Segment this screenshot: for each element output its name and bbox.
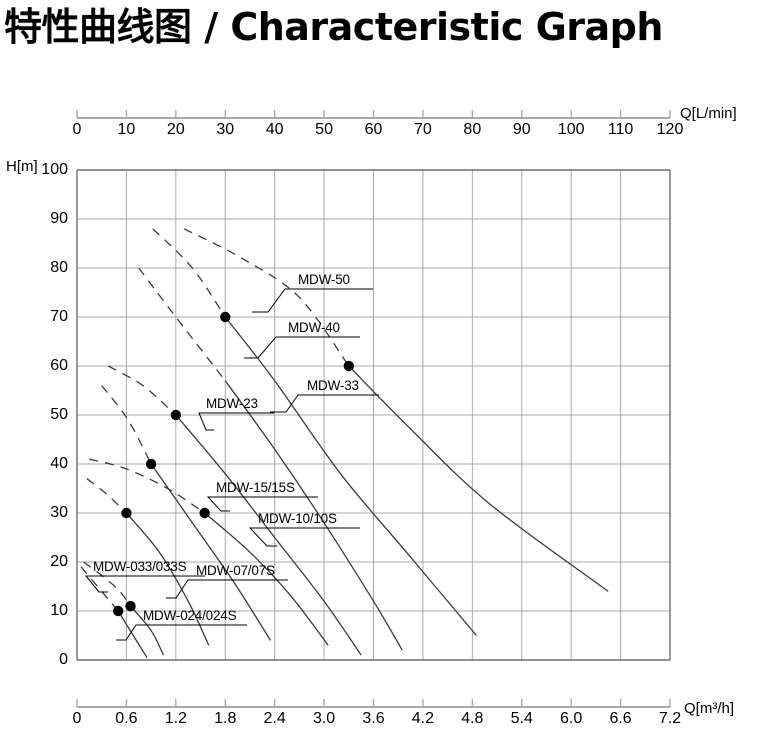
page-title: 特性曲线图 / Characteristic Graph	[4, 5, 663, 49]
top-axis-tick: 110	[607, 121, 634, 138]
y-axis-tick: 70	[50, 308, 68, 325]
duty-point-marker	[121, 507, 132, 519]
bottom-axis-tick: 6.6	[609, 710, 632, 727]
bottom-axis-tick: 3.6	[362, 710, 385, 727]
pump-curve-solid	[224, 316, 477, 636]
top-axis-tick: 100	[557, 121, 585, 138]
bottom-axis-unit-label: Q[m³/h]	[684, 700, 735, 717]
duty-point-marker	[220, 311, 231, 323]
duty-point-marker	[170, 409, 182, 421]
bottom-axis-tick: 7.2	[658, 710, 682, 727]
pump-curve-solid	[348, 365, 609, 592]
leader-line-mdw-10	[248, 527, 277, 547]
y-axis-tick: 50	[50, 406, 68, 423]
y-axis-tick: 60	[50, 357, 68, 374]
curve-label-mdw-024: MDW-024/024S	[143, 608, 237, 623]
pump-curve-dashed	[83, 561, 132, 607]
bottom-axis-tick: 5.4	[510, 710, 533, 727]
top-axis-tick: 0	[72, 121, 82, 138]
pump-curve-solid	[204, 512, 329, 646]
leader-line-mdw-024	[116, 624, 143, 641]
curve-label-mdw-33: MDW-33	[307, 378, 359, 393]
top-axis-tick: 80	[463, 121, 482, 138]
y-axis-tick: 10	[50, 602, 68, 619]
pump-curve-dashed	[138, 267, 226, 382]
bottom-axis-tick: 2.4	[263, 710, 286, 727]
bottom-axis-tick: 0	[72, 710, 82, 727]
pump-curve-dashed	[89, 458, 206, 514]
bottom-axis-tick: 4.8	[461, 710, 484, 727]
y-axis-tick: 100	[41, 161, 68, 178]
curve-lines	[80, 228, 609, 658]
y-axis-unit-label: H[m]	[6, 158, 38, 175]
bottom-scale-bar	[76, 699, 671, 708]
grid-lines	[76, 169, 671, 661]
leader-lines	[84, 288, 379, 641]
duty-point-marker	[199, 507, 210, 519]
pump-curve-solid	[117, 610, 148, 658]
pump-curve-dashed	[101, 385, 152, 465]
y-axis-tick: 0	[59, 651, 68, 668]
bottom-axis-tick: 1.2	[164, 710, 187, 727]
pump-curve-dashed	[86, 478, 127, 514]
top-axis-tick: 60	[364, 121, 383, 138]
bottom-axis-tick: 0.6	[115, 710, 138, 727]
top-axis-tick: 120	[656, 121, 684, 138]
curve-label-mdw-40: MDW-40	[288, 320, 340, 335]
top-axis-tick: 10	[117, 121, 136, 138]
top-axis-unit-label: Q[L/min]	[680, 105, 737, 122]
curve-label-mdw-23: MDW-23	[206, 396, 258, 411]
pump-curve-dashed	[152, 228, 226, 318]
duty-point-marker	[145, 458, 157, 470]
duty-point-marker	[125, 600, 136, 612]
pump-curve-dashed	[107, 365, 177, 416]
y-axis-tick: 80	[50, 259, 68, 276]
top-axis-tick: 50	[315, 121, 333, 138]
curve-label-mdw-07: MDW-07/07S	[196, 563, 275, 578]
top-axis-tick: 30	[216, 121, 235, 138]
curve-label-mdw-10: MDW-10/10S	[258, 511, 337, 526]
leader-line-mdw-33	[270, 394, 307, 413]
pump-curve-solid	[224, 380, 403, 651]
leader-line-mdw-40	[244, 336, 288, 359]
curve-label-mdw-15: MDW-15/15S	[216, 480, 295, 495]
pump-curve-solid	[130, 605, 165, 656]
bottom-axis-tick: 4.2	[411, 710, 435, 727]
y-axis-tick: 40	[50, 455, 68, 472]
bottom-axis-tick: 3.0	[312, 710, 336, 727]
bottom-axis-tick: 1.8	[214, 710, 237, 727]
duty-point-marker	[343, 360, 354, 372]
leader-line-mdw-50	[252, 288, 298, 313]
top-axis-tick: 20	[166, 121, 185, 138]
curve-label-mdw-50: MDW-50	[298, 272, 350, 287]
leader-line-mdw-15	[206, 496, 230, 512]
curve-label-mdw-033: MDW-033/033S	[93, 559, 187, 574]
leader-line-mdw-23	[198, 412, 214, 431]
duty-point-marker	[112, 605, 124, 617]
pump-curve-solid	[175, 414, 362, 656]
top-axis-tick: 90	[512, 121, 531, 138]
leader-line-mdw-033	[84, 575, 108, 593]
top-axis-tick: 70	[414, 121, 432, 138]
y-axis-tick: 30	[50, 504, 68, 521]
y-axis-tick: 20	[50, 553, 68, 570]
bottom-axis-tick: 6.0	[560, 710, 583, 727]
top-axis-tick: 40	[265, 121, 284, 138]
y-axis-tick: 90	[50, 210, 68, 227]
duty-point-markers	[112, 311, 354, 617]
leader-line-mdw-07	[166, 579, 196, 599]
top-scale-bar	[76, 110, 671, 119]
